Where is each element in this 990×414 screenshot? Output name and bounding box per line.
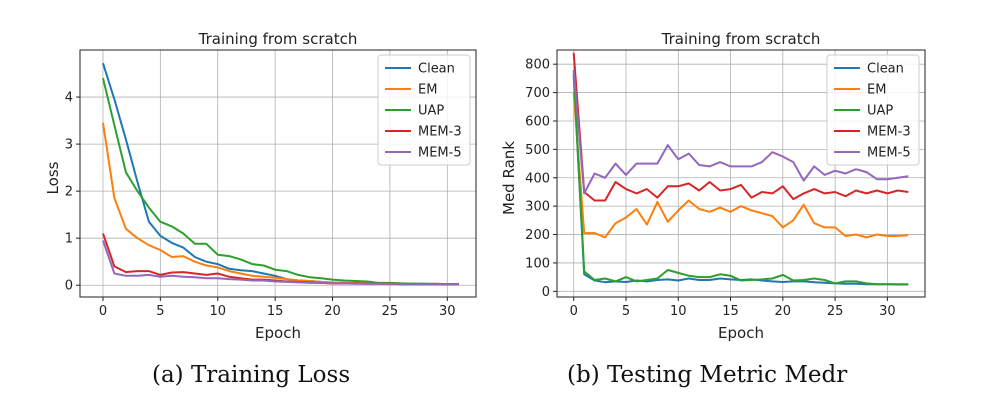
loss-chart-x-axis-label: Epoch [255, 324, 301, 342]
caption-training-loss: (a) Training Loss [152, 362, 351, 388]
x-tick-label: 0 [570, 304, 578, 319]
caption-testing-metric-medr: (b) Testing Metric Medr [567, 362, 848, 388]
x-tick-label: 20 [324, 304, 341, 319]
y-tick-label: 500 [525, 143, 550, 158]
series-line-mem-3 [572, 52, 909, 202]
x-tick-label: 20 [775, 304, 792, 319]
y-tick-label: 4 [65, 91, 73, 106]
y-tick-label: 100 [525, 256, 550, 271]
medr-chart-x-axis-label: Epoch [718, 324, 764, 342]
x-tick-label: 10 [670, 304, 687, 319]
x-tick-label: 25 [827, 304, 844, 319]
y-tick-label: 0 [542, 285, 550, 300]
medr-chart-y-axis-label: Med Rank [500, 141, 518, 215]
series-line-mem-5 [102, 240, 459, 286]
x-tick-label: 5 [622, 304, 630, 319]
y-tick-label: 3 [65, 138, 73, 153]
legend-entry-mem-3: MEM-3 [418, 125, 462, 140]
series-line-mem-5 [572, 69, 909, 195]
loss-chart-title: Training from scratch [198, 30, 358, 48]
legend-box [377, 54, 471, 166]
legend-entry-em: EM [867, 83, 886, 98]
legend-entry-uap: UAP [867, 104, 893, 119]
plot-frame [79, 49, 477, 298]
series-line-uap [572, 72, 909, 286]
legend-entry-clean: Clean [418, 62, 455, 77]
legend-entry-mem-5: MEM-5 [418, 146, 462, 161]
y-tick-label: 200 [525, 228, 550, 243]
x-tick-label: 0 [99, 304, 107, 319]
legend: Clean EM UAP MEM-3 MEM-5 [826, 54, 920, 166]
legend-entry-em: EM [418, 83, 437, 98]
x-tick-label: 15 [267, 304, 284, 319]
x-tick-label: 30 [439, 304, 456, 319]
legend-entry-mem-5: MEM-5 [867, 146, 911, 161]
legend-entry-clean: Clean [867, 62, 904, 77]
y-tick-label: 300 [525, 200, 550, 215]
x-tick-label: 30 [879, 304, 896, 319]
y-tick-label: 700 [525, 86, 550, 101]
x-tick-label: 5 [156, 304, 164, 319]
legend: Clean EM UAP MEM-3 MEM-5 [377, 54, 471, 166]
medr-chart-title: Training from scratch [661, 30, 821, 48]
legend-entry-uap: UAP [418, 104, 444, 119]
legend-entry-mem-3: MEM-3 [867, 125, 911, 140]
x-tick-label: 15 [722, 304, 739, 319]
y-tick-label: 1 [65, 232, 73, 247]
x-tick-label: 25 [382, 304, 399, 319]
plot-frame [556, 49, 926, 298]
y-tick-label: 400 [525, 171, 550, 186]
y-tick-label: 600 [525, 114, 550, 129]
y-tick-label: 0 [65, 279, 73, 294]
y-tick-label: 800 [525, 58, 550, 73]
loss-chart-y-axis-label: Loss [44, 161, 62, 194]
series-line-em [572, 92, 909, 239]
y-tick-label: 2 [65, 185, 73, 200]
medr-chart: Training from scratch Epoch Med Rank 0 5 1… [500, 30, 926, 342]
x-tick-label: 10 [209, 304, 226, 319]
loss-chart: Training from scratch Epoch Loss 0 5 10 15 2… [44, 30, 477, 342]
legend-box [826, 54, 920, 166]
